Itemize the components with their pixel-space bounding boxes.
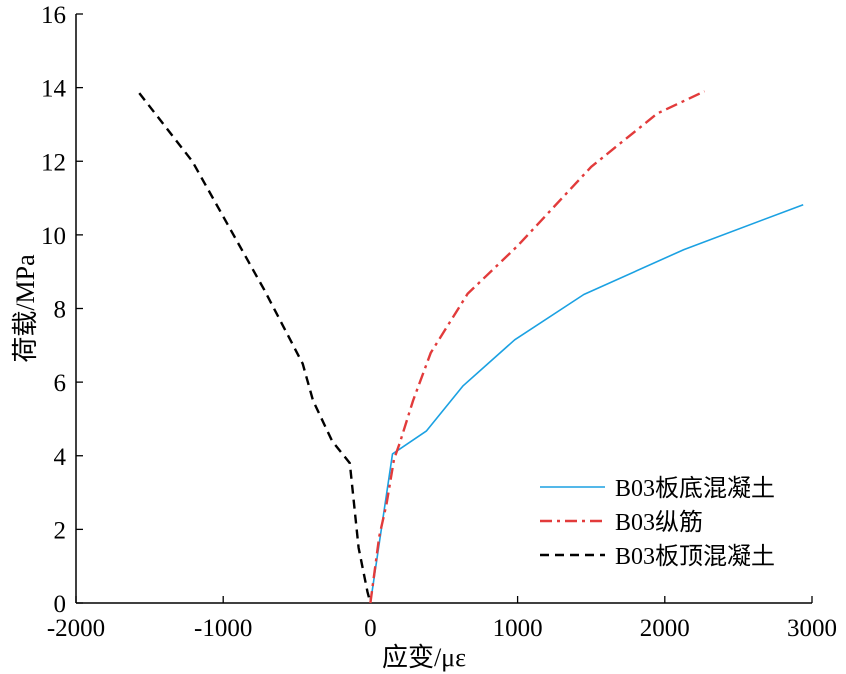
y-tick-label: 10 bbox=[41, 223, 66, 250]
y-tick-label: 4 bbox=[54, 444, 67, 471]
y-tick-label: 14 bbox=[41, 76, 67, 103]
x-tick-label: 3000 bbox=[787, 615, 837, 642]
x-axis-label: 应变/με bbox=[382, 643, 466, 672]
legend-label-2: B03纵筋 bbox=[615, 509, 703, 536]
series-line-2 bbox=[369, 90, 706, 604]
y-axis-label: 荷载/MPa bbox=[11, 254, 40, 363]
y-tick-label: 2 bbox=[54, 517, 67, 544]
y-tick-label: 12 bbox=[41, 149, 66, 176]
legend-label-1: B03板底混凝土 bbox=[615, 475, 775, 502]
x-tick-label: 2000 bbox=[640, 615, 690, 642]
y-tick-label: 16 bbox=[41, 2, 66, 29]
x-tick-label: -2000 bbox=[47, 615, 105, 642]
x-tick-label: 1000 bbox=[493, 615, 543, 642]
x-tick-label: 0 bbox=[364, 615, 377, 642]
series bbox=[138, 90, 804, 604]
legend: B03板底混凝土 B03纵筋 B03板顶混凝土 bbox=[540, 475, 775, 570]
x-tick-label: -1000 bbox=[194, 615, 252, 642]
y-tick-label: 0 bbox=[54, 591, 67, 618]
legend-label-3: B03板顶混凝土 bbox=[615, 543, 775, 570]
series-line-3 bbox=[138, 92, 372, 604]
y-tick-label: 6 bbox=[54, 370, 67, 397]
y-tick-label: 8 bbox=[54, 297, 67, 324]
ticks: -2000 -1000 0 1000 2000 3000 0 2 4 6 8 10 12 14 16 bbox=[41, 2, 837, 642]
